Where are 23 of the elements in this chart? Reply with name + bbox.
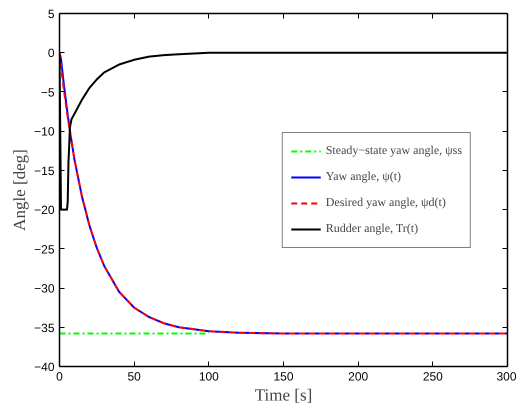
y-tick-label: −5 xyxy=(40,85,55,100)
x-tick-label: 300 xyxy=(496,370,516,384)
x-axis-title: Time [s] xyxy=(254,386,312,404)
y-tick-label: −10 xyxy=(34,124,55,139)
x-tick-label: 100 xyxy=(198,370,220,384)
legend-label: Rudder angle, Tr(t) xyxy=(326,220,418,236)
y-tick-label: −20 xyxy=(34,203,55,218)
legend-label: Steady−state yaw angle, ψss xyxy=(326,142,462,158)
x-tick-label: 50 xyxy=(127,370,142,384)
y-tick-label: −30 xyxy=(34,282,55,296)
y-tick-label: −15 xyxy=(34,164,55,178)
x-tick-label: 250 xyxy=(422,370,444,384)
x-tick-label: 200 xyxy=(348,370,369,384)
legend-label: Yaw angle, ψ(t) xyxy=(326,168,402,184)
legend-label: Desired yaw angle, ψd(t) xyxy=(326,194,446,210)
y-tick-label: −35 xyxy=(34,320,55,335)
y-axis-title: Angle [deg] xyxy=(10,149,30,231)
y-tick-label: 5 xyxy=(48,7,55,21)
y-tick-label: −40 xyxy=(34,360,55,374)
x-tick-label: 150 xyxy=(273,370,294,384)
y-tick-label: 0 xyxy=(48,46,55,60)
y-tick-label: −25 xyxy=(34,242,55,256)
x-tick-label: 0 xyxy=(56,370,64,384)
